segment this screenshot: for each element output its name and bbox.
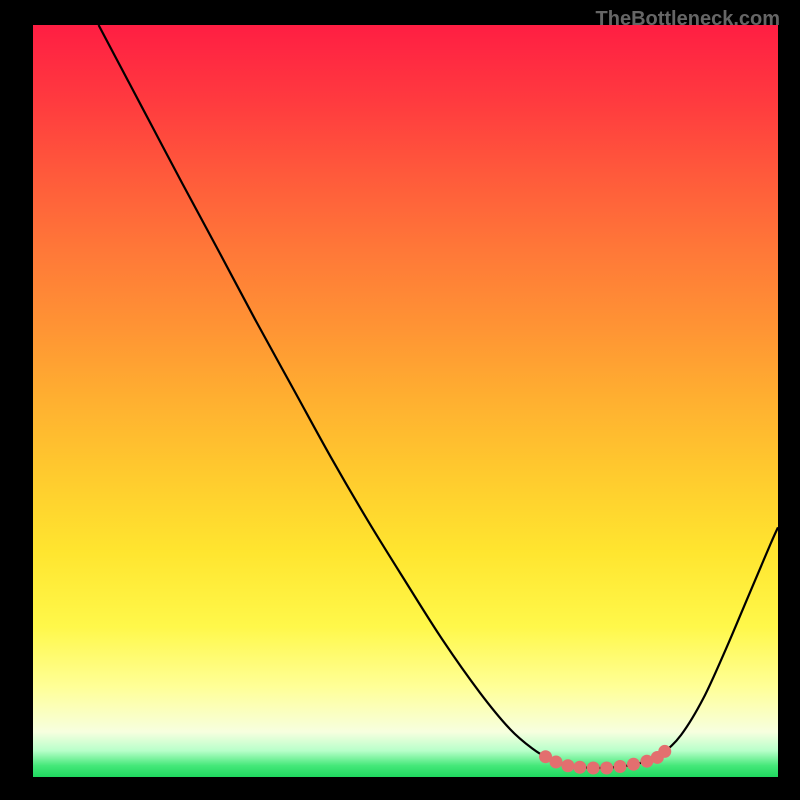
curve-marker xyxy=(600,761,613,774)
curve-marker xyxy=(658,745,671,758)
curve-marker xyxy=(549,755,562,768)
chart-svg xyxy=(33,25,778,777)
curve-marker xyxy=(587,761,600,774)
watermark-text: TheBottleneck.com xyxy=(596,8,780,31)
bottleneck-chart xyxy=(33,25,778,777)
curve-marker xyxy=(573,761,586,774)
curve-marker xyxy=(627,758,640,771)
curve-marker xyxy=(561,759,574,772)
curve-marker xyxy=(614,760,627,773)
chart-background xyxy=(33,25,778,777)
